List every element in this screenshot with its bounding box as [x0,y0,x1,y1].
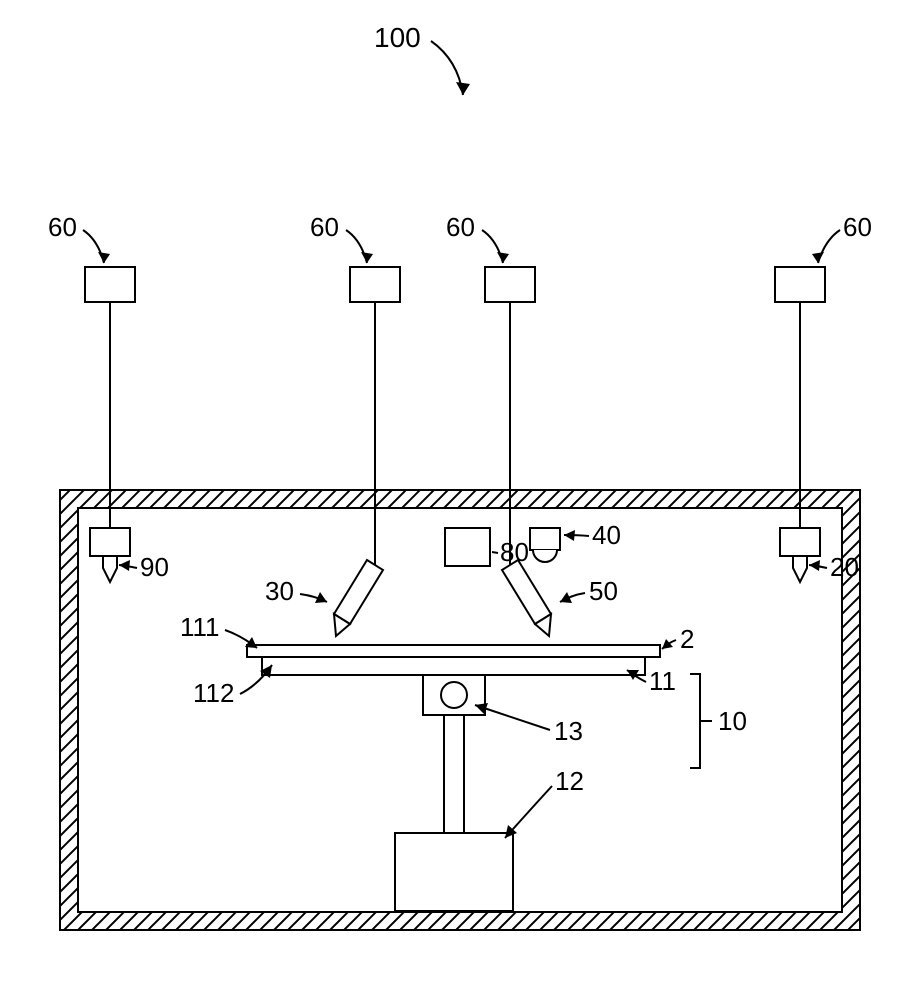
platform-top [247,645,660,657]
label-13: 13 [554,716,583,746]
stand-base [395,833,513,911]
leader-13 [475,705,550,730]
label-11: 11 [649,666,676,696]
nozzle-box-right [780,528,820,556]
label-50: 50 [589,576,618,606]
label-90: 90 [140,552,169,582]
label-main: 100 [374,22,421,53]
arrowhead-60-1 [98,252,110,263]
arrowhead-60-2 [361,252,373,263]
label-60-4: 60 [843,212,872,242]
platform-bottom [262,657,645,675]
stand-circle [441,682,467,708]
arrow-main [431,41,463,95]
label-20: 20 [830,552,859,582]
bracket-10 [690,674,712,768]
label-12: 12 [555,766,584,796]
box-60-3 [485,267,535,302]
stand-column [444,715,464,833]
nozzle-box-left [90,528,130,556]
dome-box [530,528,560,550]
label-112: 112 [193,678,234,708]
box-60-4 [775,267,825,302]
dome-bottom [533,550,557,562]
leader-60-1 [83,230,104,263]
label-60-3: 60 [446,212,475,242]
label-111: 111 [180,612,220,642]
arrowhead-111 [245,637,257,648]
angled-nozzle-left [334,560,383,636]
arrowhead-90 [119,560,130,571]
arrowhead-main [456,82,470,95]
leader-80 [492,552,498,553]
box-80 [445,528,490,566]
angled-nozzle-right [502,560,551,636]
nozzle-tip-left [103,556,117,582]
arrowhead-40 [564,530,575,541]
technical-diagram: 100 60 60 60 60 90 20 80 [0,0,907,1000]
label-2: 2 [680,624,694,654]
arrowhead-60-4 [812,252,824,263]
leader-60-2 [346,230,367,263]
box-60-1 [85,267,135,302]
label-60-2: 60 [310,212,339,242]
arrowhead-2 [662,639,673,649]
nozzle-tip-right [793,556,807,582]
label-30: 30 [265,576,294,606]
diagram-svg: 100 60 60 60 60 90 20 80 [0,0,907,1000]
label-10: 10 [718,706,747,736]
leader-60-4 [818,230,840,263]
arrowhead-60-3 [497,252,509,263]
label-60-1: 60 [48,212,77,242]
label-40: 40 [592,520,621,550]
box-60-2 [350,267,400,302]
arrowhead-20 [809,560,820,571]
leader-60-3 [482,230,503,263]
